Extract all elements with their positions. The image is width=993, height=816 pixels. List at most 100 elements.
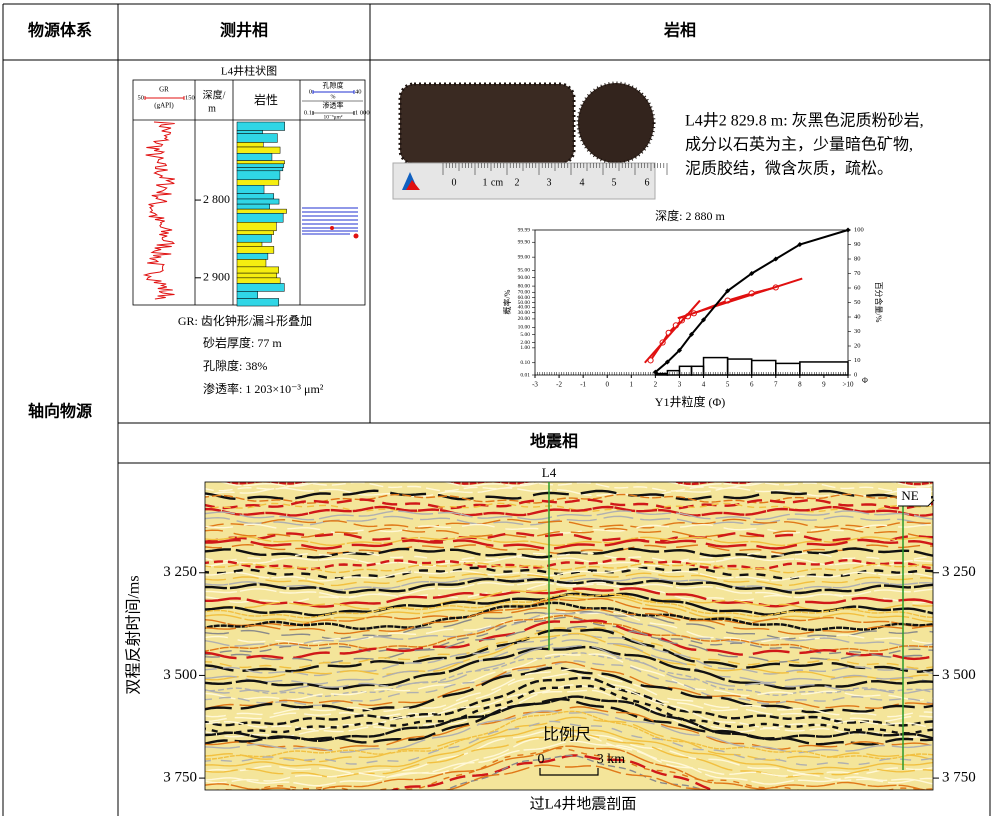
lithology-bed <box>237 209 287 213</box>
x-unit: Φ <box>862 376 868 385</box>
y-tick-label: 1.00 <box>520 345 530 351</box>
header: 地震相 <box>530 432 578 451</box>
direction: NE <box>901 488 918 503</box>
y-tick-label: 3 500 <box>942 667 976 683</box>
lithology-bed <box>237 171 280 180</box>
series-line <box>678 279 802 319</box>
x-tick-label: 5 <box>726 381 730 389</box>
x-tick-label: -2 <box>556 381 562 389</box>
series-line <box>655 230 848 372</box>
point <box>846 228 851 233</box>
y-tick-label: 20.00 <box>518 316 531 322</box>
description: L4井2 829.8 m: 灰黑色泥质粉砂岩, <box>685 112 924 130</box>
well-label: L4 <box>542 465 557 480</box>
depth-header: 深度/ <box>203 88 226 101</box>
y-tick-label: 3 250 <box>163 564 197 580</box>
lithology-bed <box>237 246 274 253</box>
y2-tick-label: 10 <box>854 357 861 364</box>
y-tick-label: 70.00 <box>518 290 531 296</box>
header: 物源体系 <box>28 21 92 40</box>
porosity-unit: % <box>331 94 336 100</box>
y-tick-label: 3 500 <box>163 667 197 683</box>
tick-label: 150 <box>185 94 195 101</box>
ruler-label: 1 <box>483 177 488 188</box>
x-tick-label: 9 <box>822 381 826 389</box>
lithology-bed <box>237 164 284 168</box>
y2-tick-label: 40 <box>854 313 861 320</box>
scale-label: 0 <box>538 752 545 767</box>
lithology-bed <box>237 231 274 235</box>
lithology-bed <box>237 283 284 291</box>
summary: GR: 齿化钟形/漏斗形叠加 <box>178 313 312 328</box>
ruler-label: 3 <box>547 177 552 188</box>
chart-title: 深度: 2 880 m <box>655 208 725 223</box>
y-axis-label: 概率/% <box>502 289 512 314</box>
description: 泥质胶结，微含灰质，疏松。 <box>685 160 893 178</box>
summary: 砂岩厚度: 77 m <box>203 335 282 350</box>
y-tick-label: 80.00 <box>518 283 531 289</box>
gr-curve <box>145 122 175 299</box>
series-line <box>645 301 700 363</box>
lithology-bed <box>237 204 270 209</box>
depth-header: m <box>208 103 216 114</box>
scale-title: 比例尺 <box>543 726 591 744</box>
y2-tick-label: 70 <box>854 270 861 277</box>
y-tick-label: 99.00 <box>518 254 531 260</box>
lithology-bed <box>237 168 283 171</box>
lithology-bed <box>237 298 279 306</box>
y2-axis-label: 百分含量/% <box>874 282 884 323</box>
x-tick-label: 4 <box>702 381 706 389</box>
gr-label: GR <box>159 86 169 94</box>
y-tick-label: 2.00 <box>520 340 530 346</box>
histogram-bar <box>655 374 667 375</box>
x-tick-label: 7 <box>774 381 778 389</box>
x-tick-label: >10 <box>843 381 854 389</box>
row-label: 轴向物源 <box>28 402 92 421</box>
porosity-lines <box>302 208 358 234</box>
well-title: L4井柱状图 <box>221 64 277 78</box>
lithology-bed <box>237 259 266 267</box>
summary: 渗透率: 1 203×10⁻³ μm² <box>203 381 324 396</box>
series-line <box>651 287 776 360</box>
x-tick-label: 1 <box>630 381 634 389</box>
y-tick-label: 3 750 <box>942 770 976 786</box>
lithology-bed <box>237 235 271 243</box>
y-tick-label: 90.00 <box>518 275 531 281</box>
lithology-bed <box>237 222 276 231</box>
lithology-bed <box>237 242 262 246</box>
header: 测井相 <box>220 21 268 40</box>
y2-tick-label: 80 <box>854 255 861 262</box>
y2-tick-label: 90 <box>854 241 861 248</box>
y-tick-label: 3 750 <box>163 770 197 786</box>
y2-tick-label: 100 <box>854 226 864 233</box>
tick-label: 50 <box>138 94 145 101</box>
lithology-bed <box>237 122 285 130</box>
x-tick-label: -1 <box>580 381 586 389</box>
lithology-bed <box>237 134 277 143</box>
depth-tick-label: 2 900 <box>203 270 230 284</box>
y-tick-label: 0.01 <box>520 372 530 378</box>
scale-label: 3 km <box>597 752 626 767</box>
y-tick-label: 0.10 <box>520 360 530 366</box>
ruler-label: 0 <box>452 177 457 188</box>
x-tick-label: 8 <box>798 381 802 389</box>
permeability-unit: 10⁻³μm² <box>324 114 343 120</box>
y2-tick-label: 30 <box>854 328 861 335</box>
lithology-bed <box>237 194 274 199</box>
y-tick-label: 95.00 <box>518 268 531 274</box>
description: 成分以石英为主，少量暗色矿物, <box>685 136 913 154</box>
depth-tick-label: 2 800 <box>203 192 230 206</box>
x-tick-label: 0 <box>605 381 609 389</box>
ruler-label: 2 <box>515 177 520 188</box>
lithology-bed <box>237 142 263 147</box>
header: 岩相 <box>663 21 696 40</box>
ruler-label: cm <box>491 177 503 188</box>
ruler-label: 4 <box>580 177 585 188</box>
x-tick-label: 3 <box>678 381 682 389</box>
caption: 过L4井地震剖面 <box>530 795 637 812</box>
y-tick-label: 10.00 <box>518 325 531 331</box>
gr-unit: (gAPI) <box>154 102 174 110</box>
page: 物源体系 测井相 岩相 轴向物源 地震相 L4井柱状图 GR (gAPI) 深度… <box>0 0 993 816</box>
y-tick-label: 30.00 <box>518 310 531 316</box>
lithology-bed <box>237 267 279 273</box>
